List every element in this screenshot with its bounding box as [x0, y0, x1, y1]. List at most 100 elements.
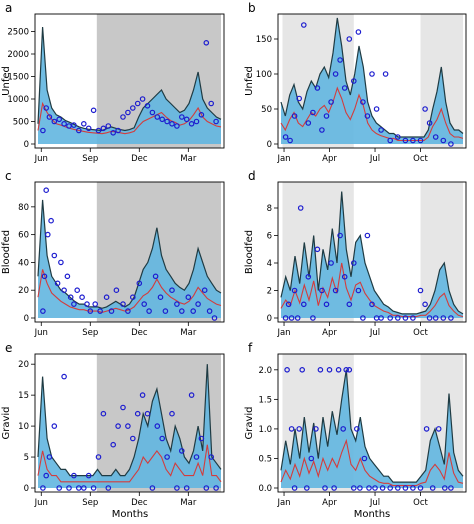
observed-point: [134, 410, 141, 417]
x-tick-label: Jan: [276, 328, 290, 338]
observed-point: [346, 36, 353, 42]
plot-area: [280, 182, 464, 322]
y-tick-label: 100: [256, 70, 272, 80]
y-tick-label: 60: [18, 231, 29, 241]
observed-point: [417, 485, 424, 491]
observed-point: [435, 426, 442, 432]
x-tick-label: Dec: [131, 498, 148, 508]
panel-label: d: [248, 169, 256, 183]
observed-point: [61, 121, 67, 127]
y-tick-label: 8: [267, 204, 272, 214]
y-axis-label: Unfed: [1, 66, 12, 96]
y-tick-label: 20: [18, 360, 29, 370]
observed-point: [285, 301, 292, 308]
observed-point: [394, 485, 401, 491]
x-tick-label: Mar: [180, 328, 197, 338]
observed-point: [294, 315, 301, 321]
panel-f: 0.0 0.5 1.0 1.5 2.0 Jan Apr Jul Oct Gravid f: [244, 341, 467, 508]
observed-point: [313, 426, 319, 432]
y-tick-label: 0: [267, 140, 272, 150]
observed-point: [85, 472, 92, 479]
observed-point: [448, 141, 454, 147]
observed-point: [282, 315, 289, 321]
observed-point: [203, 485, 210, 491]
observed-point: [58, 259, 64, 266]
upper-bound-line: [280, 191, 464, 315]
x-tick-label: Oct: [413, 498, 428, 508]
observed-point: [195, 301, 201, 307]
plot-frame: [277, 13, 467, 149]
plot-frame: [34, 13, 225, 149]
observed-point: [340, 426, 347, 432]
observed-point: [149, 109, 156, 116]
observed-point: [296, 426, 303, 432]
observed-point: [426, 315, 433, 321]
observed-point: [183, 116, 190, 123]
observed-point: [144, 410, 151, 417]
y-tick-label: 0: [24, 484, 29, 494]
y-axis-label: Unfed: [244, 66, 255, 96]
y-tick-label: 6: [267, 232, 272, 242]
x-tick-label: Sep: [82, 328, 98, 338]
observed-point: [426, 120, 433, 126]
observed-point: [85, 125, 92, 132]
observed-point: [303, 485, 310, 491]
observed-point: [100, 410, 107, 417]
observed-point: [440, 315, 447, 321]
observed-point: [103, 294, 110, 301]
y-tick-label: 5: [24, 453, 29, 463]
y-tick-label: 1500: [7, 73, 29, 83]
observed-point: [95, 454, 102, 460]
prediction-band: [281, 369, 463, 488]
observed-point: [364, 113, 371, 119]
observed-point: [440, 137, 447, 144]
observed-point: [322, 485, 328, 491]
observed-point: [448, 315, 454, 321]
observed-point: [373, 106, 380, 112]
observed-point: [308, 455, 315, 462]
observed-point: [341, 85, 348, 91]
observed-point: [410, 315, 416, 321]
observed-point: [394, 315, 401, 321]
observed-point: [366, 485, 372, 491]
observed-point: [208, 100, 215, 107]
x-tick-label: Jul: [369, 328, 380, 338]
y-tick-label: 1.0: [258, 425, 272, 435]
upper-bound-line: [280, 369, 464, 483]
plot-area: [280, 354, 464, 492]
observed-point: [136, 280, 143, 287]
x-tick-label: Oct: [413, 328, 428, 338]
observed-point: [149, 485, 156, 491]
observed-point: [125, 308, 131, 314]
mean-prediction-line: [280, 438, 464, 487]
observed-point: [208, 454, 215, 460]
y-axis-label: Gravid: [244, 406, 255, 439]
observed-point: [291, 287, 298, 294]
observed-point: [174, 485, 180, 491]
observed-point: [350, 485, 357, 491]
y-tick-label: 80: [18, 203, 29, 213]
mean-prediction-line: [280, 262, 464, 318]
observed-point: [159, 435, 166, 442]
observed-point: [44, 231, 51, 238]
panel-label: b: [248, 1, 256, 15]
observed-point: [300, 22, 307, 28]
observed-point: [422, 106, 428, 112]
observed-point: [110, 130, 117, 136]
observed-point: [364, 232, 371, 239]
observed-point: [159, 116, 166, 123]
observed-point: [71, 472, 77, 479]
observed-point: [378, 127, 384, 133]
observed-point: [402, 485, 409, 491]
observed-point: [120, 404, 126, 411]
observed-point: [84, 301, 90, 307]
x-tick-label: Sep: [82, 498, 98, 508]
y-tick-label: 20: [18, 286, 29, 296]
observed-point: [300, 301, 307, 308]
observed-point: [188, 392, 195, 398]
observed-point: [305, 273, 312, 280]
observed-point: [40, 485, 46, 491]
observed-point: [90, 485, 97, 491]
observed-point: [203, 39, 210, 46]
